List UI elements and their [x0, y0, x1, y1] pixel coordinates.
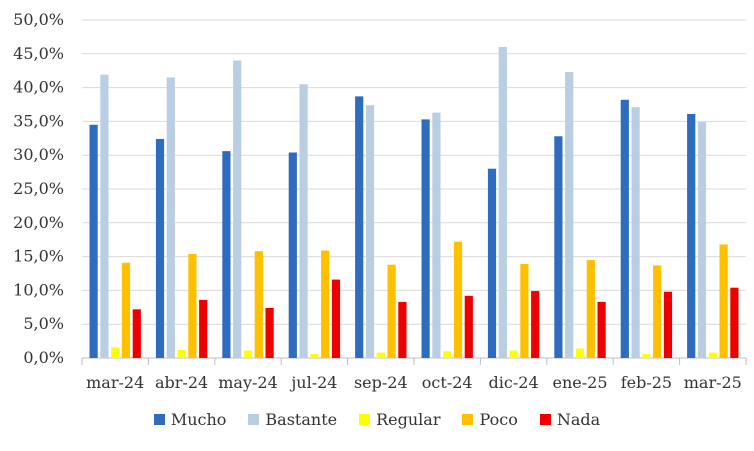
x-tick-label: dic-24: [489, 373, 539, 392]
bar-poco-sep-24: [387, 264, 396, 358]
bar-nada-sep-24: [398, 301, 407, 358]
bar-nada-abr-24: [199, 299, 208, 358]
x-tick-label: sep-24: [354, 373, 408, 392]
legend-item-poco: Poco: [462, 410, 518, 429]
y-tick-label: 40,0%: [13, 78, 64, 97]
legend-swatch: [153, 414, 165, 425]
bar-nada-mar-24: [132, 309, 141, 358]
bar-bastante-may-24: [233, 60, 242, 359]
bar-poco-jul-24: [321, 250, 330, 358]
legend-item-nada: Nada: [539, 410, 601, 429]
bar-bastante-jul-24: [299, 84, 308, 358]
bar-mucho-mar-24: [89, 124, 98, 358]
x-tick-label: jul-24: [289, 373, 337, 392]
legend-item-bastante: Bastante: [248, 410, 337, 429]
bar-poco-mar-24: [121, 262, 131, 358]
legend-label: Regular: [376, 410, 441, 429]
x-tick-label: feb-25: [621, 373, 672, 392]
bar-mucho-may-24: [222, 151, 231, 358]
y-tick-label: 20,0%: [13, 213, 64, 232]
bar-regular-ene-25: [575, 348, 585, 358]
legend-swatch: [462, 414, 474, 425]
y-tick-label: 30,0%: [13, 145, 64, 164]
x-tick-label: oct-24: [422, 373, 473, 392]
bar-poco-may-24: [254, 251, 263, 358]
bar-nada-oct-24: [464, 295, 473, 358]
legend: Mucho Bastante Regular Poco Nada: [0, 410, 754, 429]
bar-mucho-jul-24: [288, 152, 297, 358]
legend-label: Mucho: [170, 410, 227, 429]
bar-bastante-mar-25: [697, 122, 707, 359]
legend-item-mucho: Mucho: [153, 410, 227, 429]
bar-bastante-ene-25: [565, 72, 574, 358]
legend-label: Poco: [479, 410, 518, 429]
bar-bastante-mar-24: [100, 74, 109, 359]
legend-item-regular: Regular: [359, 410, 440, 429]
bar-regular-dic-24: [509, 350, 518, 358]
legend-swatch: [539, 414, 551, 425]
bar-poco-oct-24: [453, 241, 463, 358]
y-tick-label: 35,0%: [13, 111, 64, 130]
x-tick-label: ene-25: [552, 373, 607, 392]
bar-regular-jul-24: [310, 353, 319, 358]
bar-regular-may-24: [243, 350, 253, 358]
y-tick-label: 5,0%: [23, 314, 64, 333]
bar-mucho-sep-24: [355, 96, 364, 358]
x-tick-label: mar-25: [684, 373, 742, 392]
gridlines: [82, 19, 746, 359]
bar-mucho-oct-24: [421, 119, 430, 358]
bar-mucho-dic-24: [487, 168, 497, 358]
bar-poco-dic-24: [520, 264, 529, 358]
y-tick-label: 10,0%: [13, 280, 64, 299]
bar-poco-feb-25: [653, 265, 662, 358]
bar-poco-mar-25: [719, 244, 728, 358]
y-tick-label: 15,0%: [13, 247, 64, 266]
legend-swatch: [359, 414, 371, 425]
bar-chart: 0,0% 5,0% 10,0% 15,0% 20,0% 25,0% 30,0% 35,0% 40…: [13, 10, 747, 392]
bar-regular-mar-24: [111, 347, 120, 358]
bar-bastante-sep-24: [365, 105, 375, 359]
x-tick-label: may-24: [218, 373, 278, 392]
bar-regular-feb-25: [642, 353, 651, 358]
y-axis: 0,0% 5,0% 10,0% 15,0% 20,0% 25,0% 30,0% 35,0% 40…: [13, 10, 64, 367]
y-tick-label: 25,0%: [13, 179, 64, 198]
bar-mucho-feb-25: [620, 99, 629, 358]
bar-bastante-abr-24: [166, 77, 175, 359]
bar-mucho-mar-25: [687, 113, 696, 359]
x-tick-label: abr-24: [155, 373, 208, 392]
bar-nada-dic-24: [531, 291, 540, 358]
bar-regular-sep-24: [376, 352, 385, 358]
bars: [89, 47, 739, 359]
bar-nada-jul-24: [331, 279, 341, 358]
bar-nada-mar-25: [730, 287, 739, 358]
x-tick-label: mar-24: [86, 373, 144, 392]
legend-label: Bastante: [265, 410, 338, 429]
bar-bastante-dic-24: [498, 47, 507, 358]
y-tick-label: 45,0%: [13, 44, 64, 63]
bar-nada-feb-25: [663, 291, 673, 358]
x-axis: mar-24 abr-24 may-24 jul-24 sep-24 oct-24 dic-…: [81, 358, 747, 392]
bar-poco-ene-25: [586, 259, 595, 358]
y-tick-label: 0,0%: [23, 348, 64, 367]
bar-mucho-abr-24: [155, 138, 165, 358]
legend-swatch: [248, 414, 260, 425]
legend-label: Nada: [556, 410, 601, 429]
bar-regular-oct-24: [443, 351, 452, 358]
bar-bastante-oct-24: [432, 112, 441, 358]
bar-mucho-ene-25: [554, 136, 563, 358]
bar-bastante-feb-25: [631, 107, 640, 358]
bar-poco-abr-24: [188, 253, 197, 358]
y-tick-label: 50,0%: [13, 10, 64, 29]
bar-regular-abr-24: [177, 349, 186, 358]
bar-nada-ene-25: [597, 301, 606, 358]
bar-nada-may-24: [265, 307, 274, 358]
bar-regular-mar-25: [708, 352, 717, 358]
